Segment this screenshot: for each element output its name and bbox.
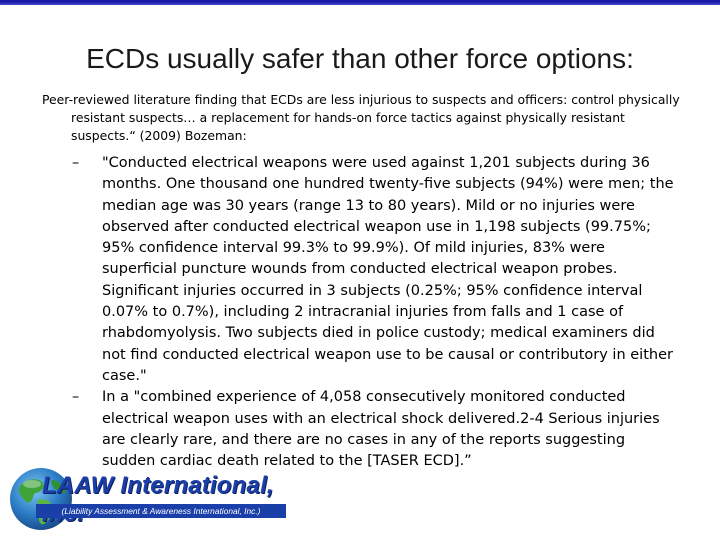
- dash-marker: –: [72, 155, 80, 171]
- bullet-item: – "Conducted electrical weapons were use…: [72, 153, 678, 387]
- top-border: [0, 0, 720, 5]
- dash-marker: –: [72, 389, 80, 406]
- bullet-text: "Conducted electrical weapons were used …: [102, 155, 674, 384]
- slide-title: ECDs usually safer than other force opti…: [86, 43, 634, 74]
- intro-paragraph: Peer-reviewed literature finding that EC…: [42, 92, 680, 143]
- logo-subtitle: (Liability Assessment & Awareness Intern…: [36, 504, 286, 518]
- logo-name: LAAW International, Inc.: [42, 472, 274, 527]
- bullet-text: In a "combined experience of 4,058 conse…: [102, 389, 660, 470]
- company-logo: LAAW International, Inc. (Liability Asse…: [8, 466, 298, 538]
- bullet-item: – In a "combined experience of 4,058 con…: [72, 387, 678, 472]
- bullet-list: – "Conducted electrical weapons were use…: [72, 153, 678, 472]
